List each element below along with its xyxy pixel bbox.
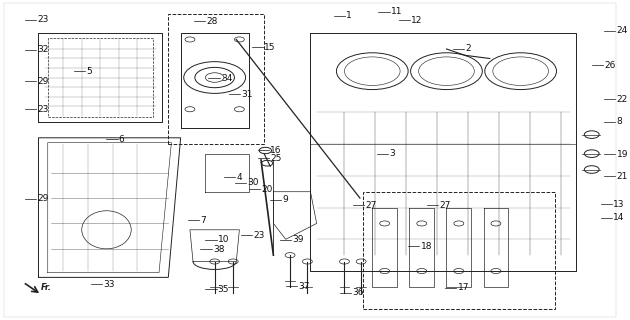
Text: 38: 38: [213, 245, 224, 254]
Text: 17: 17: [457, 283, 469, 292]
Text: 37: 37: [298, 282, 309, 291]
Bar: [168, 14, 264, 144]
Text: 23: 23: [37, 15, 49, 24]
Text: 22: 22: [617, 95, 627, 104]
Text: 29: 29: [37, 194, 49, 203]
Text: 19: 19: [617, 150, 628, 159]
Text: 15: 15: [264, 43, 275, 52]
Text: 1: 1: [346, 11, 352, 20]
Text: 32: 32: [37, 45, 49, 54]
Text: 11: 11: [391, 7, 403, 16]
Text: 10: 10: [218, 236, 229, 244]
Text: 35: 35: [218, 285, 229, 294]
Text: 23: 23: [254, 231, 265, 240]
Text: 29: 29: [37, 77, 49, 86]
Text: 27: 27: [365, 201, 376, 210]
Text: 30: 30: [248, 178, 259, 187]
Text: 4: 4: [236, 173, 242, 182]
Text: 3: 3: [389, 149, 396, 158]
Text: 14: 14: [614, 213, 625, 222]
Text: 12: 12: [411, 16, 423, 25]
Text: 8: 8: [617, 117, 622, 126]
Bar: [363, 192, 554, 309]
Text: 26: 26: [604, 61, 616, 70]
Text: 7: 7: [200, 216, 206, 225]
Text: 33: 33: [103, 280, 115, 289]
Text: 39: 39: [292, 236, 304, 244]
Text: 28: 28: [207, 17, 218, 26]
Text: 23: 23: [37, 105, 49, 114]
Text: 25: 25: [270, 154, 282, 163]
Text: Fr.: Fr.: [40, 283, 51, 292]
Text: 13: 13: [614, 200, 625, 209]
Text: 2: 2: [465, 44, 471, 53]
Text: 31: 31: [241, 90, 253, 99]
Text: 27: 27: [439, 201, 450, 210]
Text: 24: 24: [617, 26, 627, 35]
Text: 20: 20: [261, 185, 272, 194]
Text: 9: 9: [283, 195, 289, 204]
Text: 18: 18: [420, 242, 432, 251]
Text: 34: 34: [221, 74, 232, 83]
Text: 21: 21: [617, 172, 628, 181]
Text: 5: 5: [87, 67, 93, 76]
Text: 36: 36: [353, 288, 364, 297]
Text: 16: 16: [270, 146, 282, 155]
Text: 6: 6: [119, 135, 125, 144]
